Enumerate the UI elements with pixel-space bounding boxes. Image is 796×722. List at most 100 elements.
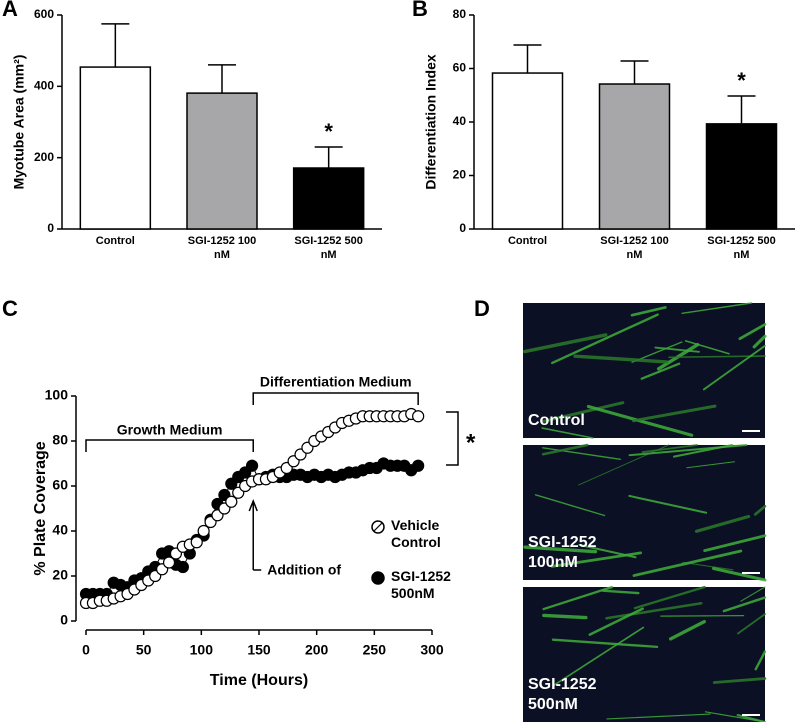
image-caption: Control [528,412,585,429]
y-tick-label: 0 [47,221,54,235]
data-point [197,524,210,538]
myotube [712,677,767,684]
micrograph [523,587,765,722]
myotube [628,444,748,457]
annotation: Growth Medium [117,422,223,438]
myotube [551,638,659,649]
myotube [686,461,735,469]
myotube [551,313,659,365]
myotube [711,566,767,582]
myotube [523,545,598,554]
legend-label: Vehicle Control [391,517,441,550]
legend-label: SGI-1252 500nM [391,568,451,601]
data-point [412,410,425,423]
bar [292,167,365,230]
y-tick-label: 60 [453,61,467,75]
data-point [162,556,176,569]
myotube [753,504,767,516]
x-tick-label: SGI-1252 100 nM [600,235,669,261]
bar [705,123,778,230]
myotube [754,650,767,671]
panel-label: D [474,296,490,321]
y-tick-label: 40 [52,522,68,538]
myotube [633,585,706,610]
x-tick-label: 300 [420,642,444,658]
bracket [252,392,419,405]
annotation: Differentiation Medium [260,374,412,390]
myotube [628,494,708,514]
y-axis-label: % Plate Coverage [32,441,49,575]
myotube [631,404,717,423]
y-axis-label: Myotube Area (mm²) [11,55,27,190]
data-point [190,536,203,549]
x-tick-label: 50 [136,642,152,658]
myotube [740,586,766,602]
myotube [606,713,711,720]
legend-marker [371,571,385,585]
x-tick-label: 150 [247,642,271,658]
myotube [573,354,669,364]
image-caption: SGI-1252 500nM [528,676,597,713]
myotube [738,323,767,341]
significance: * [324,119,333,144]
y-tick-label: 0 [459,221,466,235]
myotube [578,543,637,559]
y-tick-label: 80 [52,432,68,448]
data-point [245,459,259,472]
myotube [694,514,751,533]
data-point [225,495,238,508]
data-point [412,459,425,472]
myotube [542,613,588,620]
myotube [654,346,700,353]
bar [79,66,152,230]
myotube [681,302,753,315]
y-tick-label: 20 [52,567,68,583]
x-tick-label: SGI-1252 500 nM [707,235,776,261]
image-caption: SGI-1252 100nM [528,534,597,571]
bracket [85,439,254,452]
myotube [640,362,681,380]
myotube [722,596,767,613]
myotube [684,340,730,355]
y-axis-label: Differentiation Index [423,54,439,190]
x-tick-label: 100 [190,642,214,658]
myotube [541,427,594,439]
myotube [522,333,608,354]
data-point [176,560,189,574]
myotube [552,626,645,687]
myotube [542,447,621,461]
y-tick-label: 60 [52,477,68,493]
y-tick-label: 0 [60,612,68,628]
arrow [248,498,258,570]
y-tick-label: 400 [34,79,54,93]
x-tick-label: Control [95,235,135,247]
myotube [641,444,698,453]
myotube [534,494,606,517]
y-tick-label: 80 [453,7,467,21]
myotube [542,585,614,611]
micrograph [523,445,765,580]
x-tick-label: 0 [82,642,90,658]
myotube [601,589,640,595]
significance: * [466,429,476,456]
annotation: Addition of [267,562,341,578]
myotube [630,306,667,317]
bar [491,72,564,230]
y-tick-label: 600 [34,7,54,21]
x-tick-label: 200 [305,642,329,658]
y-tick-label: 200 [34,150,54,164]
panel-label: A [2,0,18,21]
legend-marker-slash [373,522,383,532]
bar [186,92,258,230]
significance: * [737,68,746,93]
myotube [752,334,767,349]
x-tick-label: SGI-1252 100 nM [187,235,257,261]
myotube [669,619,707,641]
myotube [703,534,767,553]
panel-label: C [2,296,18,321]
y-tick-label: 40 [453,114,467,128]
y-tick-label: 20 [453,168,467,182]
myotube [704,711,766,722]
